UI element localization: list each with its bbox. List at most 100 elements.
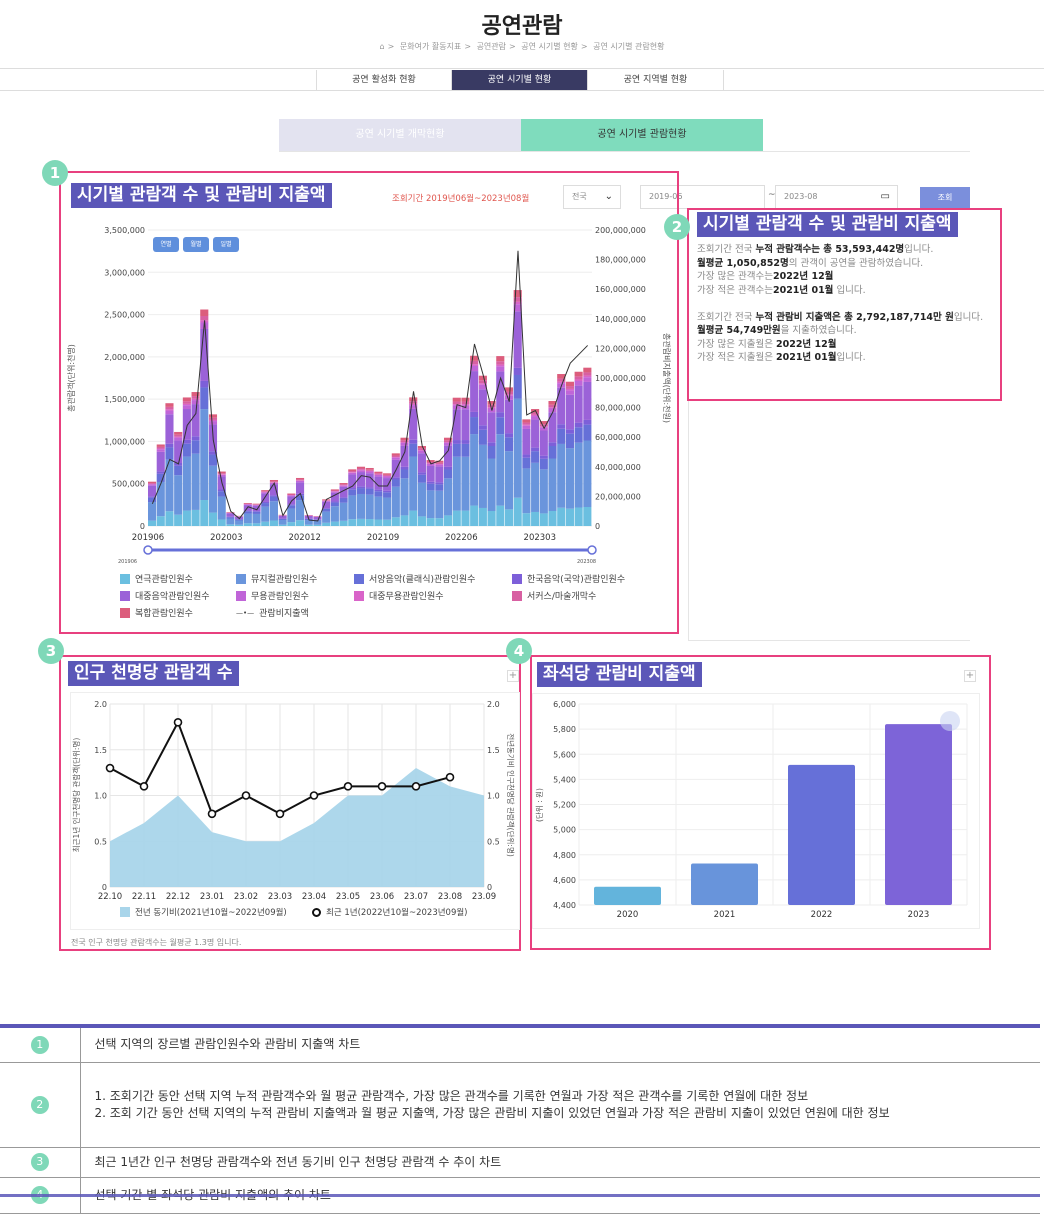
bar-segment [487,442,496,447]
bar-segment [339,520,348,526]
bar-segment [435,482,444,485]
view-monthly-button[interactable]: 월별 [183,237,209,252]
bar-segment [339,497,348,499]
bar-segment [531,419,540,448]
bar-segment [339,486,348,498]
bar-segment [400,466,409,470]
prev-year-area [110,768,484,887]
info-line: 조회기간 전국 누적 관람객수는 총 53,593,442명입니다. [697,243,997,257]
bar-segment [356,470,366,473]
legend-item[interactable]: 복합관람인원수 [120,606,193,619]
bar-segment [487,446,496,459]
expand-plus-icon[interactable]: + [964,670,976,682]
bar-segment [409,397,418,402]
search-button[interactable]: 조회 [920,187,970,209]
bar-segment [470,360,479,365]
legend-item[interactable]: 서커스/마술개막수 [512,589,596,602]
calendar-icon[interactable]: ▭ [880,191,890,202]
legend-label: 복합관람인원수 [135,609,193,619]
y-tick-label: 5,400 [553,775,576,784]
bar-segment [174,437,183,441]
start-date-input[interactable]: 2019-06 [640,185,765,209]
y-tick-label: 1.5 [94,746,107,755]
bar-segment [383,478,392,491]
tab-period[interactable]: 공연 시기별 현황 [452,70,588,90]
legend-item[interactable]: 대중음악관람인원수 [120,589,210,602]
bar-segment [339,498,348,503]
legend-item[interactable]: 서양음악(클래식)관람인원수 [354,572,475,585]
bar-segment [574,422,583,428]
bar-segment [217,496,226,520]
view-daily-button[interactable]: 일별 [213,237,239,252]
x-tick-label: 2020 [617,910,639,920]
bar-segment [444,442,453,444]
bar-segment [539,455,548,459]
bar-segment [383,474,392,476]
bar-segment [287,496,296,505]
bar-segment [531,412,540,415]
y2-tick-label: 60,000,000 [595,433,641,442]
row-description: 선택 지역의 장르별 관람인원수와 관람비 지출액 차트 [80,1028,1040,1063]
home-icon[interactable]: ⌂ [379,42,385,51]
bar-segment [243,502,252,504]
expand-plus-icon[interactable]: + [507,670,519,682]
y2-tick-label: 100,000,000 [595,374,646,383]
bar-segment [444,443,453,446]
bar-segment [583,372,592,376]
legend-item-prev-year[interactable]: 전년 동기비(2021년10월~2022년09월) [120,906,287,918]
tab-region[interactable]: 공연 지역별 현황 [588,70,724,90]
legend-item[interactable]: 뮤지컬관람인원수 [236,572,317,585]
breadcrumb-item: 공연 시기별 관람현황 [593,42,665,51]
bar-segment [504,451,514,510]
bar-segment [348,519,357,526]
bar-segment [391,477,400,480]
bar-segment [235,519,244,521]
subtab-attendance[interactable]: 공연 시기별 관람현황 [521,119,763,151]
breadcrumb-item[interactable]: 공연관람 [476,42,507,51]
bar-segment [426,463,435,466]
bar-segment [391,457,400,460]
legend-item[interactable]: 연극관람인원수 [120,572,193,585]
legend-item-expense[interactable]: —•— 관람비지출액 [236,606,309,620]
y-tick-label: 3,000,000 [104,268,145,277]
bar-segment [287,504,296,506]
legend-item-recent-year[interactable]: 최근 1년(2022년10월~2023년09월) [312,906,468,918]
bar-segment [478,429,487,445]
bar-segment [165,410,174,415]
bar-segment [496,417,505,435]
bar-segment [417,449,426,451]
bar-segment [522,457,531,469]
bar-segment [461,401,470,405]
view-yearly-button[interactable]: 연별 [153,237,179,252]
bar-segment [208,465,218,513]
bar-segment [365,471,374,474]
divider [0,68,1044,69]
bar-segment [226,518,235,525]
bar-segment [278,519,287,525]
bar-segment [330,491,339,493]
bar-segment [365,473,374,488]
bar-segment [417,450,426,454]
subtab-opening[interactable]: 공연 시기별 개막현황 [279,119,521,151]
bar-segment [278,518,287,520]
bar-segment [348,495,357,520]
bar-segment [252,511,261,512]
bar-segment [470,417,479,435]
tab-activation[interactable]: 공연 활성화 현황 [316,70,452,90]
breadcrumb-item[interactable]: 공연 시기별 현황 [521,42,578,51]
bar-segment [252,503,261,505]
region-select[interactable]: 전국 ⌄ [563,185,621,209]
breadcrumb-item[interactable]: 문화여가 활동지표 [399,42,462,51]
info-line: 가장 적은 지출월은 2021년 01월입니다. [697,351,997,365]
table-row: 1 선택 지역의 장르별 관람인원수와 관람비 지출액 차트 [0,1028,1040,1063]
data-point [241,791,251,800]
bar-segment [539,469,548,514]
legend-item[interactable]: 무용관람인원수 [236,589,309,602]
bar-segment [383,473,392,475]
legend-item[interactable]: 대중무용관람인원수 [354,589,444,602]
bar-segment [487,511,496,526]
bar-segment [348,472,357,473]
end-date-input[interactable]: 2023-08 ▭ [775,185,898,209]
legend-item[interactable]: 한국음악(국악)관람인원수 [512,572,625,585]
